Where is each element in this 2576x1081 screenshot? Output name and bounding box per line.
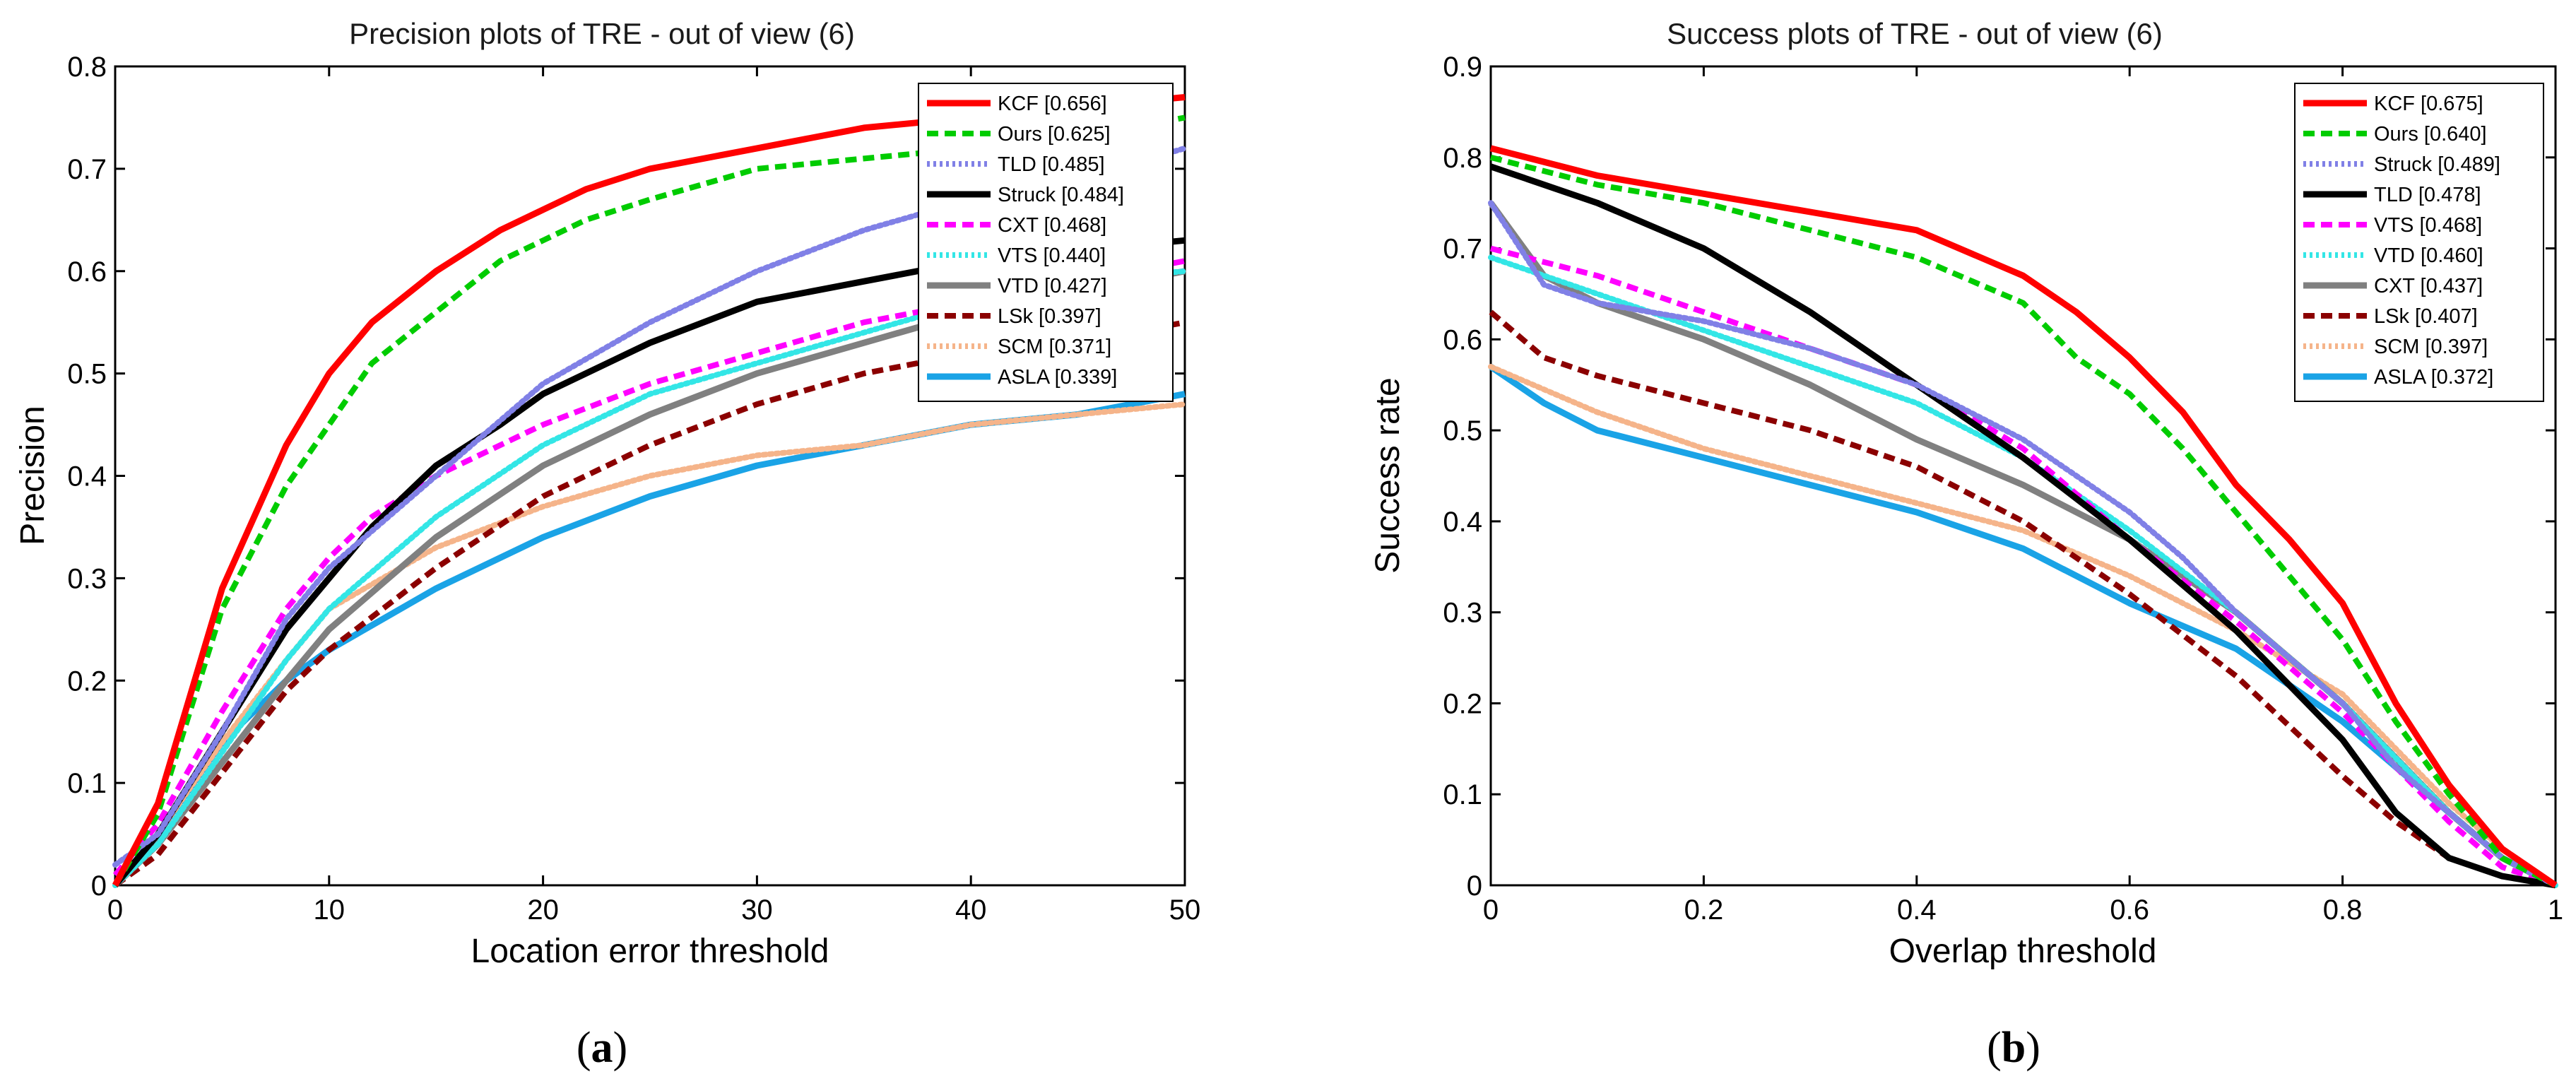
series-line bbox=[113, 319, 1186, 888]
x-tick-label: 40 bbox=[955, 894, 987, 926]
series-line bbox=[112, 401, 1188, 888]
legend-label: ASLA [0.372] bbox=[2374, 366, 2493, 389]
x-tick-label: 0 bbox=[1483, 894, 1499, 926]
legend-label: LSk [0.407] bbox=[2374, 305, 2478, 328]
legend-label: Struck [0.484] bbox=[998, 184, 1124, 206]
caption-close: ) bbox=[613, 1024, 628, 1072]
caption-open: ( bbox=[577, 1024, 591, 1072]
legend-label: LSk [0.397] bbox=[998, 305, 1101, 328]
legend-label: Ours [0.640] bbox=[2374, 123, 2487, 146]
x-tick-label: 0.2 bbox=[1684, 894, 1724, 926]
x-axis-ticks: 0 10 20 30 40 50 bbox=[107, 66, 1200, 926]
legend-label: VTD [0.460] bbox=[2374, 244, 2483, 267]
legend-label: Ours [0.625] bbox=[998, 123, 1111, 146]
caption-close: ) bbox=[2026, 1024, 2040, 1072]
legend-items: KCF [0.675] Ours [0.640] Struck [0.489] TLD… bbox=[2303, 93, 2500, 389]
y-tick-label: 0.6 bbox=[67, 256, 107, 288]
precision-chart: Precision plots of TRE - out of view (6)… bbox=[14, 17, 1200, 1072]
legend-label: KCF [0.675] bbox=[2374, 93, 2483, 115]
chart-title: Precision plots of TRE - out of view (6) bbox=[349, 17, 855, 50]
x-tick-label: 0 bbox=[107, 894, 123, 926]
series-line bbox=[1490, 154, 2557, 888]
series-line bbox=[1488, 200, 2558, 888]
series-line bbox=[1489, 145, 2558, 888]
legend-label: KCF [0.656] bbox=[998, 93, 1107, 115]
y-tick-label: 0 bbox=[1467, 870, 1482, 902]
y-tick-label: 0.6 bbox=[1443, 324, 1482, 355]
x-tick-label: 1 bbox=[2548, 894, 2563, 926]
legend-label: VTS [0.440] bbox=[998, 244, 1106, 267]
x-tick-label: 50 bbox=[1169, 894, 1201, 926]
success-chart: Success plots of TRE - out of view (6) 0… bbox=[1369, 17, 2563, 1072]
y-tick-label: 0.3 bbox=[67, 563, 107, 594]
legend-label: VTS [0.468] bbox=[2374, 214, 2482, 237]
x-axis-ticks: 0 0.2 0.4 0.6 0.8 1 bbox=[1483, 66, 2563, 926]
y-tick-label: 0 bbox=[91, 870, 107, 902]
legend-label: TLD [0.478] bbox=[2374, 184, 2481, 206]
x-tick-label: 0.6 bbox=[2110, 894, 2149, 926]
y-axis-ticks: 0 0.1 0.2 0.3 0.4 0.5 0.6 0.7 0.8 bbox=[67, 52, 1185, 902]
y-tick-label: 0.1 bbox=[67, 768, 107, 799]
caption-letter: b bbox=[2002, 1024, 2026, 1072]
series-layer bbox=[1488, 145, 2558, 889]
legend: KCF [0.656] Ours [0.625] TLD [0.485] Struck… bbox=[918, 83, 1174, 402]
y-tick-label: 0.2 bbox=[1443, 688, 1482, 719]
legend-label: TLD [0.485] bbox=[998, 153, 1105, 176]
series-line bbox=[1489, 163, 2556, 889]
y-axis-label: Success rate bbox=[1369, 377, 1407, 573]
y-axis-label: Precision bbox=[14, 406, 52, 545]
y-tick-label: 0.8 bbox=[1443, 143, 1482, 174]
chart-title: Success plots of TRE - out of view (6) bbox=[1667, 17, 2163, 50]
legend-label: CXT [0.468] bbox=[998, 214, 1106, 237]
legend-items: KCF [0.656] Ours [0.625] TLD [0.485] Struck… bbox=[927, 93, 1124, 389]
legend-label: SCM [0.397] bbox=[2374, 336, 2488, 358]
y-tick-label: 0.7 bbox=[67, 154, 107, 185]
figure-caption: (a) bbox=[577, 1024, 627, 1072]
figure-caption: (b) bbox=[1987, 1024, 2040, 1072]
y-tick-label: 0.1 bbox=[1443, 779, 1482, 810]
x-tick-label: 20 bbox=[527, 894, 559, 926]
legend-label: CXT [0.437] bbox=[2374, 275, 2483, 297]
legend-label: SCM [0.371] bbox=[998, 336, 1111, 358]
series-line bbox=[1489, 309, 2556, 888]
series-line bbox=[112, 94, 1186, 887]
x-axis-label: Overlap threshold bbox=[1889, 933, 2157, 970]
y-tick-label: 0.4 bbox=[67, 461, 107, 492]
x-tick-label: 0.4 bbox=[1897, 894, 1937, 926]
y-tick-label: 0.3 bbox=[1443, 598, 1482, 629]
caption-letter: a bbox=[591, 1024, 613, 1072]
y-tick-label: 0.5 bbox=[67, 359, 107, 390]
y-tick-label: 0.4 bbox=[1443, 507, 1482, 538]
x-tick-label: 0.8 bbox=[2323, 894, 2363, 926]
series-line bbox=[1488, 364, 2558, 888]
y-tick-label: 0.9 bbox=[1443, 52, 1482, 83]
series-line bbox=[112, 114, 1186, 887]
caption-open: ( bbox=[1987, 1024, 2002, 1072]
legend-label: Struck [0.489] bbox=[2374, 153, 2500, 176]
y-tick-label: 0.5 bbox=[1443, 415, 1482, 447]
x-axis-label: Location error threshold bbox=[471, 933, 829, 970]
legend-label: VTD [0.427] bbox=[998, 275, 1107, 297]
y-tick-label: 0.8 bbox=[67, 52, 107, 83]
x-tick-label: 30 bbox=[741, 894, 773, 926]
legend-label: ASLA [0.339] bbox=[998, 366, 1117, 389]
x-tick-label: 10 bbox=[314, 894, 345, 926]
y-tick-label: 0.7 bbox=[1443, 234, 1482, 265]
legend: KCF [0.675] Ours [0.640] Struck [0.489] TLD… bbox=[2294, 83, 2544, 402]
y-tick-label: 0.2 bbox=[67, 666, 107, 697]
y-axis-ticks: 0 0.1 0.2 0.3 0.4 0.5 0.6 0.7 0.8 0.9 bbox=[1443, 52, 2556, 902]
